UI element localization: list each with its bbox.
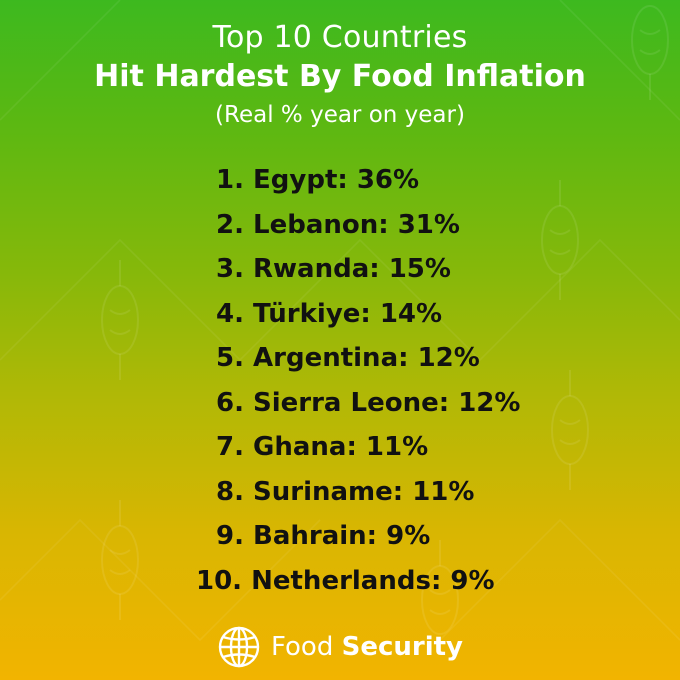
wheat-icon <box>631 5 669 100</box>
header: Top 10 Countries Hit Hardest By Food Inf… <box>0 18 680 132</box>
brand-bold: Security <box>341 632 464 662</box>
wheat-icon <box>551 370 589 490</box>
ranking-item: 3. Rwanda: 15% <box>216 254 451 284</box>
ranking-item: 6. Sierra Leone: 12% <box>216 387 521 418</box>
wheat-icon <box>421 540 459 635</box>
ranking-list: 1. Egypt: 36% 2. Lebanon: 31% 3. Rwanda:… <box>0 158 680 603</box>
footer-brand: Food Security <box>0 622 680 672</box>
title-line1: Top 10 Countries <box>212 20 468 55</box>
wheat-icon <box>101 500 139 620</box>
wheat-icon <box>101 260 139 380</box>
ranking-item: 1. Egypt: 36% <box>216 165 420 195</box>
ranking-item: 4. Türkiye: 14% <box>216 298 443 329</box>
ranking-item: 10. Netherlands: 9% <box>196 565 495 596</box>
title-line2: Hit Hardest By Food Inflation <box>94 59 586 94</box>
ranking-item: 8. Suriname: 11% <box>216 476 475 507</box>
subtitle: (Real % year on year) <box>215 102 465 128</box>
brand-light: Food <box>270 632 334 662</box>
brand-name: Food Security <box>271 625 463 669</box>
globe-icon <box>218 626 260 668</box>
ranking-item: 7. Ghana: 11% <box>216 432 429 462</box>
ranking-item: 5. Argentina: 12% <box>216 343 480 373</box>
wheat-icon <box>541 180 579 300</box>
ranking-item: 9. Bahrain: 9% <box>216 521 431 551</box>
ranking-item: 2. Lebanon: 31% <box>216 209 460 240</box>
